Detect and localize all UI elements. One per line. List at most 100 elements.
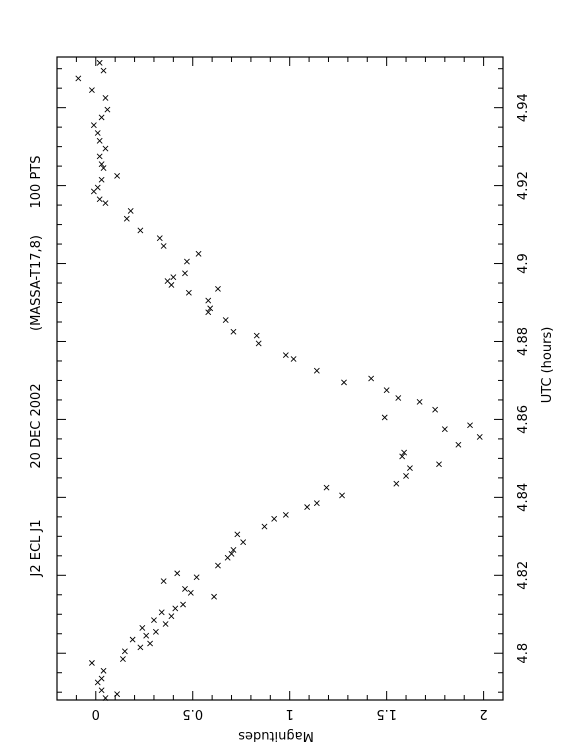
data-point (102, 200, 109, 207)
data-point (432, 406, 439, 413)
y-tick-label: 1.5 (376, 706, 397, 721)
y-tick-label: 0 (92, 706, 100, 721)
data-point (476, 434, 483, 440)
data-point (102, 94, 109, 101)
data-point (399, 453, 406, 460)
x-axis-ticks: 4.8 4.82 4.84 4.86 4.88 4.9 4.92 4.94 (57, 68, 531, 693)
data-point (139, 624, 146, 631)
data-point (120, 656, 126, 663)
x-tick-label: 4.86 (516, 405, 531, 434)
data-point (114, 172, 121, 179)
data-point (185, 289, 192, 296)
data-point (395, 395, 402, 401)
data-point (184, 258, 190, 265)
x-tick-label: 4.82 (516, 561, 531, 590)
data-point (205, 297, 212, 304)
data-point (174, 570, 181, 577)
data-point (304, 504, 311, 511)
data-point (341, 379, 347, 386)
data-point (182, 270, 188, 277)
title-part-3: (MASSA-T17,8) (29, 235, 44, 331)
data-point (160, 243, 167, 249)
data-point (195, 250, 202, 257)
data-point (96, 137, 103, 144)
data-point (215, 562, 221, 569)
title-part-4: 100 PTS (29, 156, 44, 209)
data-point (180, 601, 186, 608)
data-point (96, 153, 103, 160)
data-point (205, 309, 212, 316)
data-point (152, 628, 159, 635)
data-point (158, 609, 165, 616)
data-point (393, 480, 400, 487)
data-point (222, 317, 229, 323)
data-point (94, 130, 101, 136)
data-point (137, 644, 144, 651)
data-point (323, 484, 330, 491)
title-part-2: 20 DEC 2002 (29, 383, 44, 468)
data-point (88, 87, 95, 94)
data-point (441, 426, 448, 433)
data-point (162, 621, 169, 627)
data-point (98, 176, 105, 183)
data-point (255, 340, 262, 347)
data-point (129, 636, 136, 643)
data-point (290, 356, 297, 362)
data-point (228, 550, 235, 557)
data-point (416, 398, 423, 405)
data-points (75, 59, 483, 701)
data-point (230, 328, 237, 335)
data-point (407, 465, 413, 472)
data-point (381, 414, 388, 421)
title-part-1: J2 ECL J1 (29, 519, 44, 577)
x-tick-label: 4.84 (516, 483, 531, 512)
data-point (147, 640, 153, 647)
data-point (170, 274, 177, 281)
data-point (230, 547, 237, 553)
data-point (467, 422, 473, 429)
x-tick-label: 4.8 (516, 643, 531, 664)
data-point (164, 278, 171, 284)
data-point (207, 305, 214, 312)
data-point (123, 215, 130, 222)
x-tick-label: 4.94 (516, 93, 531, 122)
data-point (436, 461, 442, 468)
data-point (313, 367, 320, 374)
plot-frame (56, 56, 504, 701)
data-point (234, 531, 241, 538)
data-point (88, 660, 95, 666)
x-tick-label: 4.88 (516, 327, 531, 356)
x-axis-label: UTC (hours) (540, 327, 555, 404)
data-point (187, 589, 194, 596)
y-tick-label: 1 (286, 706, 294, 721)
data-point (182, 586, 188, 592)
data-point (211, 593, 217, 600)
data-point (282, 511, 289, 518)
data-point (160, 578, 167, 585)
data-point (98, 161, 105, 168)
data-point (172, 605, 179, 612)
data-point (282, 352, 289, 359)
data-point (98, 687, 105, 694)
data-point (137, 227, 144, 234)
data-point (455, 441, 462, 448)
y-axis-label: Magnitudes (238, 728, 314, 743)
y-tick-label: 0.5 (182, 706, 203, 721)
data-point (104, 106, 111, 113)
data-point (403, 473, 409, 479)
data-point (151, 617, 157, 624)
data-point (143, 632, 150, 639)
data-point (383, 387, 390, 394)
data-point (75, 75, 82, 82)
data-point (368, 375, 375, 382)
data-point (90, 122, 97, 129)
x-tick-label: 4.92 (516, 171, 531, 200)
data-point (261, 523, 268, 530)
data-point (240, 539, 247, 546)
data-point (96, 196, 103, 203)
data-point (313, 500, 320, 507)
data-point (401, 449, 408, 456)
data-point (121, 648, 128, 655)
data-point (98, 114, 105, 121)
